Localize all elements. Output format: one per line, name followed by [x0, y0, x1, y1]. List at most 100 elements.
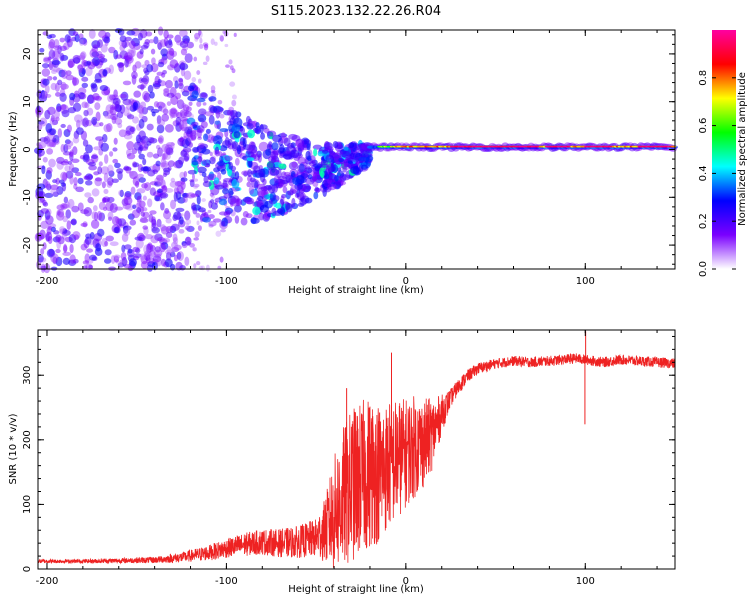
- spectrogram-cell: [262, 178, 267, 186]
- spectrogram-cell: [112, 97, 121, 106]
- spectrogram-cell: [332, 140, 339, 149]
- spectrogram-cell: [42, 63, 50, 69]
- spectrogram-cell: [40, 265, 47, 271]
- spectrogram-cell: [86, 248, 94, 253]
- spectrogram-cell: [84, 102, 90, 109]
- spectrogram-cell: [62, 251, 72, 256]
- spectrogram-cell: [59, 37, 66, 43]
- spectrogram-cell: [117, 170, 123, 181]
- spectrogram-cell: [297, 164, 307, 174]
- spectrogram-cell: [160, 225, 170, 235]
- spectrogram-cell: [173, 191, 178, 202]
- spectrogram-cell: [141, 139, 148, 150]
- spectrogram-cell: [37, 120, 45, 125]
- spectrogram-cell: [94, 177, 103, 182]
- spectrogram-cell: [42, 156, 48, 163]
- spectrogram-cell: [62, 172, 68, 182]
- spectrogram-cell: [229, 81, 236, 87]
- spectrogram-cell: [81, 82, 89, 89]
- spectrogram-cell: [61, 109, 70, 118]
- spectrogram-cell: [157, 175, 164, 186]
- spectrogram-cell: [308, 161, 317, 167]
- spectrogram-cell: [257, 187, 266, 197]
- spectrogram-cell: [82, 221, 88, 228]
- spectrogram-cell: [57, 128, 63, 138]
- spectrogram-cell: [81, 59, 87, 70]
- spectrogram-cell: [157, 237, 165, 242]
- spectrogram-cell: [228, 161, 234, 171]
- spectrogram-cell: [342, 165, 348, 173]
- spectrogram-cell: [195, 261, 201, 266]
- spectrogram-cell: [171, 241, 178, 249]
- spectrogram-cell: [224, 136, 230, 147]
- spectrogram-cell: [202, 61, 208, 66]
- spectrogram-cell: [343, 158, 349, 167]
- spectrogram-cell: [127, 213, 135, 220]
- spectrogram-cell: [193, 183, 200, 188]
- x-tick-label: 0: [403, 276, 409, 287]
- spectrogram-cell: [122, 98, 132, 106]
- spectrogram-cell: [258, 212, 265, 221]
- spectrogram-cell: [291, 161, 298, 169]
- spectrogram-cell: [126, 102, 135, 111]
- spectrogram-cell: [220, 168, 227, 175]
- x-tick-label: 0: [403, 576, 409, 587]
- spectrogram-cell: [204, 44, 209, 49]
- spectrogram-cell: [153, 249, 163, 257]
- spectrogram-cell: [164, 258, 173, 268]
- spectrogram-cell: [107, 196, 115, 203]
- spectrogram-cell: [178, 77, 184, 83]
- spectrogram-cell: [192, 247, 196, 252]
- spectrogram-cell: [154, 246, 161, 253]
- spectrogram-cell: [246, 181, 252, 188]
- spectrogram-cell: [161, 185, 167, 191]
- spectrogram-cell: [136, 188, 146, 194]
- spectrogram-cell: [278, 163, 287, 169]
- spectrogram-cell: [114, 118, 123, 125]
- spectrogram-cell: [56, 103, 62, 113]
- spectrogram-cell: [124, 244, 132, 250]
- spectrogram-cell: [210, 202, 218, 210]
- spectrogram-cell: [236, 144, 242, 155]
- spectrogram-cell: [182, 192, 189, 198]
- spectrogram-cell: [271, 142, 279, 151]
- spectrogram-cell: [79, 37, 87, 45]
- spectrogram-cell: [247, 174, 253, 183]
- spectrogram-cell: [139, 101, 147, 109]
- spectrogram-cell: [51, 60, 61, 66]
- spectrogram-cell: [77, 64, 84, 70]
- spectrogram-cell: [72, 31, 79, 37]
- spectrogram-cell: [165, 251, 172, 261]
- spectrogram-cell: [44, 93, 52, 98]
- spectrogram-cell: [50, 187, 59, 196]
- spectrogram-cell: [59, 92, 67, 103]
- spectrogram-cell: [78, 33, 84, 39]
- spectrogram-cell: [162, 172, 168, 177]
- spectrogram-cell: [93, 211, 99, 221]
- spectrogram-cell: [179, 171, 186, 180]
- spectrogram-cell: [151, 216, 157, 226]
- spectrogram-cell: [119, 35, 127, 43]
- spectrogram-cell: [102, 110, 109, 117]
- spectrogram-cell: [137, 84, 146, 90]
- spectrogram-cell: [88, 165, 97, 171]
- spectrogram-cell: [202, 42, 209, 47]
- spectrogram-cell: [208, 214, 215, 219]
- spectrogram-cell: [55, 92, 61, 97]
- spectrogram-cell: [179, 61, 186, 71]
- snr-y-axis-label: SNR (10 * v/v): [8, 413, 19, 484]
- spectrogram-cell: [320, 170, 325, 179]
- spectrogram-cell: [63, 143, 69, 153]
- spectrogram-cell: [91, 51, 100, 58]
- spectrogram-cell: [254, 127, 261, 134]
- snr-panel: -200 -100 0 100 0 100 200 300 Height of straig…: [8, 329, 676, 595]
- spectrogram-cell: [178, 78, 184, 87]
- y-tick-label: 20: [22, 48, 33, 61]
- spectrogram-cell: [58, 69, 66, 78]
- spectrogram-cell: [263, 210, 271, 221]
- spectrogram-cell: [179, 29, 188, 37]
- spectrogram-cell: [156, 188, 164, 193]
- spectrogram-cell: [69, 163, 75, 173]
- spectrogram-cell: [53, 38, 60, 49]
- spectrogram-y-axis-label: Frequency (Hz): [8, 111, 19, 187]
